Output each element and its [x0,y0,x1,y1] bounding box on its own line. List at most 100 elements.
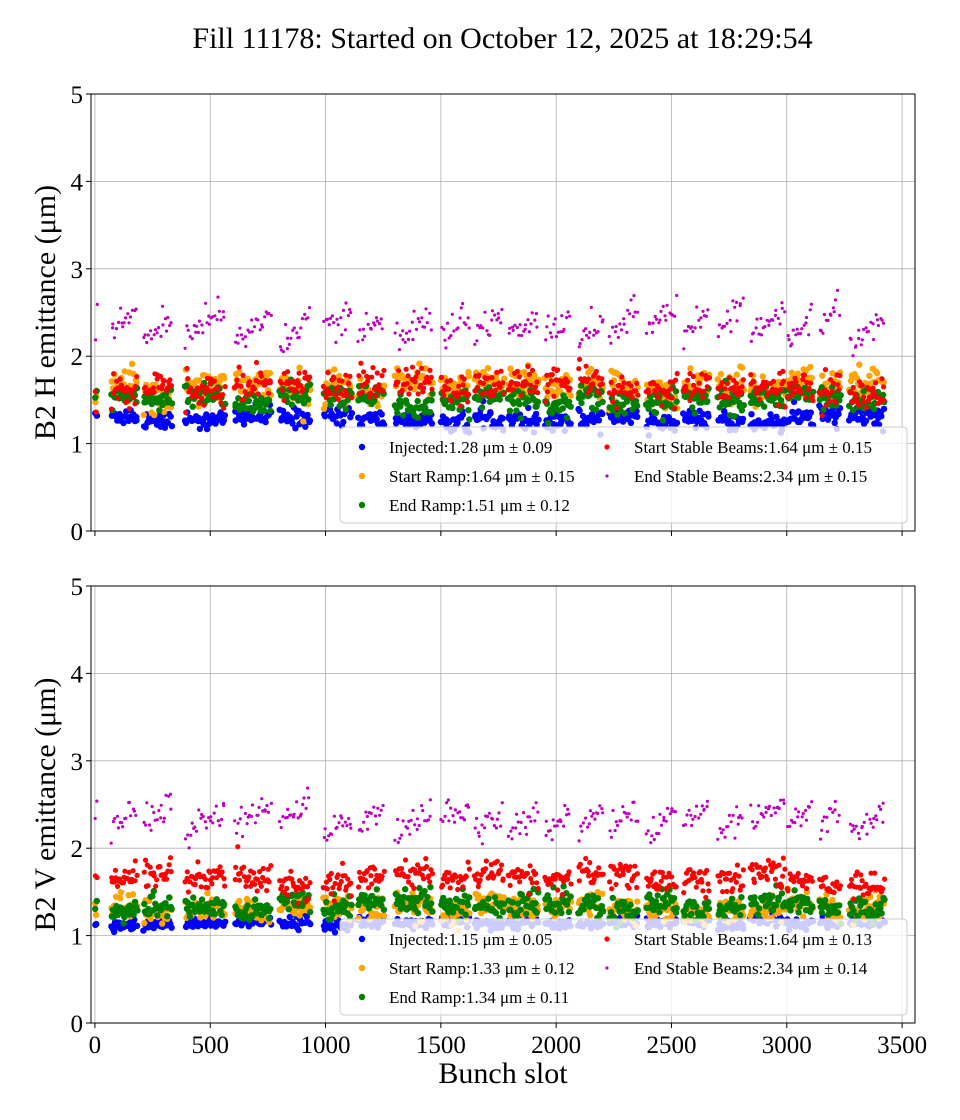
data-point [769,893,776,900]
data-point [407,385,413,391]
data-point [762,384,769,390]
data-point [880,886,886,892]
data-point [628,312,632,316]
data-point [529,322,533,326]
data-point [267,407,274,414]
data-point [854,869,860,875]
data-point [500,307,504,312]
data-point [466,391,472,398]
data-point [429,390,436,397]
data-point [623,863,629,869]
data-point [772,876,779,882]
data-point [700,888,706,894]
data-point [729,330,733,334]
data-point [491,873,497,879]
data-point [133,922,141,929]
data-point [665,394,671,400]
data-point [499,321,503,325]
data-point [552,909,559,916]
data-point [738,364,746,371]
data-point [461,302,465,306]
data-point [122,868,128,874]
data-point [548,410,556,417]
data-point [757,332,761,336]
data-point [528,876,534,882]
data-point [219,318,223,322]
data-point [260,325,264,329]
data-point [334,340,338,344]
data-point [751,379,757,385]
data-point [622,322,626,326]
data-point [861,394,867,400]
data-point [721,871,728,877]
data-point [281,397,287,403]
series-3 [92,356,887,418]
data-point [622,317,626,321]
data-point [861,399,867,405]
data-point [260,797,264,801]
data-point [450,312,454,316]
data-point [478,404,486,411]
data-point [862,327,866,332]
data-point [460,884,466,890]
data-point [567,403,574,410]
data-point [117,376,123,382]
y-tick-label: 2 [71,836,84,863]
data-point [657,321,661,325]
data-point [706,308,710,312]
data-point [219,869,225,875]
data-point [496,312,500,316]
data-point [586,911,594,919]
data-point [880,318,884,322]
data-point [92,394,99,401]
data-point [216,295,220,299]
data-point [850,909,857,916]
legend-marker [605,474,609,478]
data-point [477,877,483,883]
data-point [599,908,607,915]
data-point [197,808,201,812]
data-point [298,382,304,389]
data-point [289,336,293,340]
data-point [116,826,120,830]
data-point [328,870,334,877]
data-point [331,929,339,936]
data-point [872,337,876,342]
data-point [167,413,174,420]
data-point [266,810,270,815]
data-point [108,406,114,412]
data-point [659,870,666,876]
data-point [593,328,597,332]
data-point [421,888,428,895]
data-point [618,322,622,326]
data-point [685,329,689,333]
data-point [374,403,381,410]
data-point [189,833,193,837]
data-point [449,909,457,916]
data-point [246,874,252,880]
data-point [806,385,812,392]
data-point [332,880,338,887]
y-tick-label: 3 [71,749,84,776]
data-point [578,342,582,346]
data-point [673,314,677,318]
data-point [130,911,137,919]
data-point [687,371,693,377]
data-point [770,378,777,384]
data-point [804,321,808,325]
data-point [534,880,540,886]
data-point [563,414,571,422]
data-point [780,368,786,374]
data-point [582,329,586,333]
data-point [365,885,372,891]
data-point [307,880,313,886]
data-point [308,306,312,310]
data-point [426,873,432,879]
data-point [400,412,407,419]
data-point [277,819,282,824]
data-point [218,911,225,919]
data-point [857,336,861,341]
data-point [620,871,626,878]
data-point [873,369,881,377]
y-tick-label: 1 [71,924,84,951]
